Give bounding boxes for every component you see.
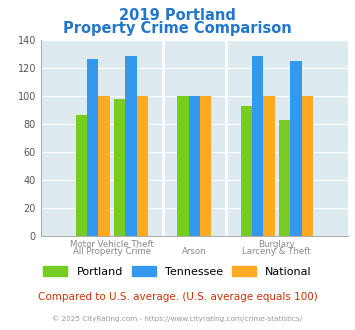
Bar — [126, 56, 137, 236]
Bar — [98, 96, 110, 236]
Text: Motor Vehicle Theft: Motor Vehicle Theft — [70, 240, 154, 249]
Text: Arson: Arson — [182, 248, 207, 256]
Bar — [114, 99, 126, 236]
Bar — [302, 96, 313, 236]
Text: All Property Crime: All Property Crime — [73, 248, 151, 256]
Text: 2019 Portland: 2019 Portland — [119, 8, 236, 23]
Bar — [76, 115, 87, 236]
Bar — [200, 96, 211, 236]
Bar — [279, 119, 290, 236]
Text: Property Crime Comparison: Property Crime Comparison — [63, 21, 292, 36]
Bar — [178, 96, 189, 236]
Bar — [290, 61, 302, 236]
Text: Larceny & Theft: Larceny & Theft — [242, 248, 311, 256]
Bar — [87, 59, 98, 236]
Bar — [189, 96, 200, 236]
Legend: Portland, Tennessee, National: Portland, Tennessee, National — [39, 261, 316, 281]
Text: Burglary: Burglary — [258, 240, 295, 249]
Bar — [252, 56, 263, 236]
Bar — [137, 96, 148, 236]
Text: Compared to U.S. average. (U.S. average equals 100): Compared to U.S. average. (U.S. average … — [38, 292, 317, 302]
Bar — [263, 96, 274, 236]
Bar — [241, 106, 252, 236]
Text: © 2025 CityRating.com - https://www.cityrating.com/crime-statistics/: © 2025 CityRating.com - https://www.city… — [53, 315, 302, 322]
